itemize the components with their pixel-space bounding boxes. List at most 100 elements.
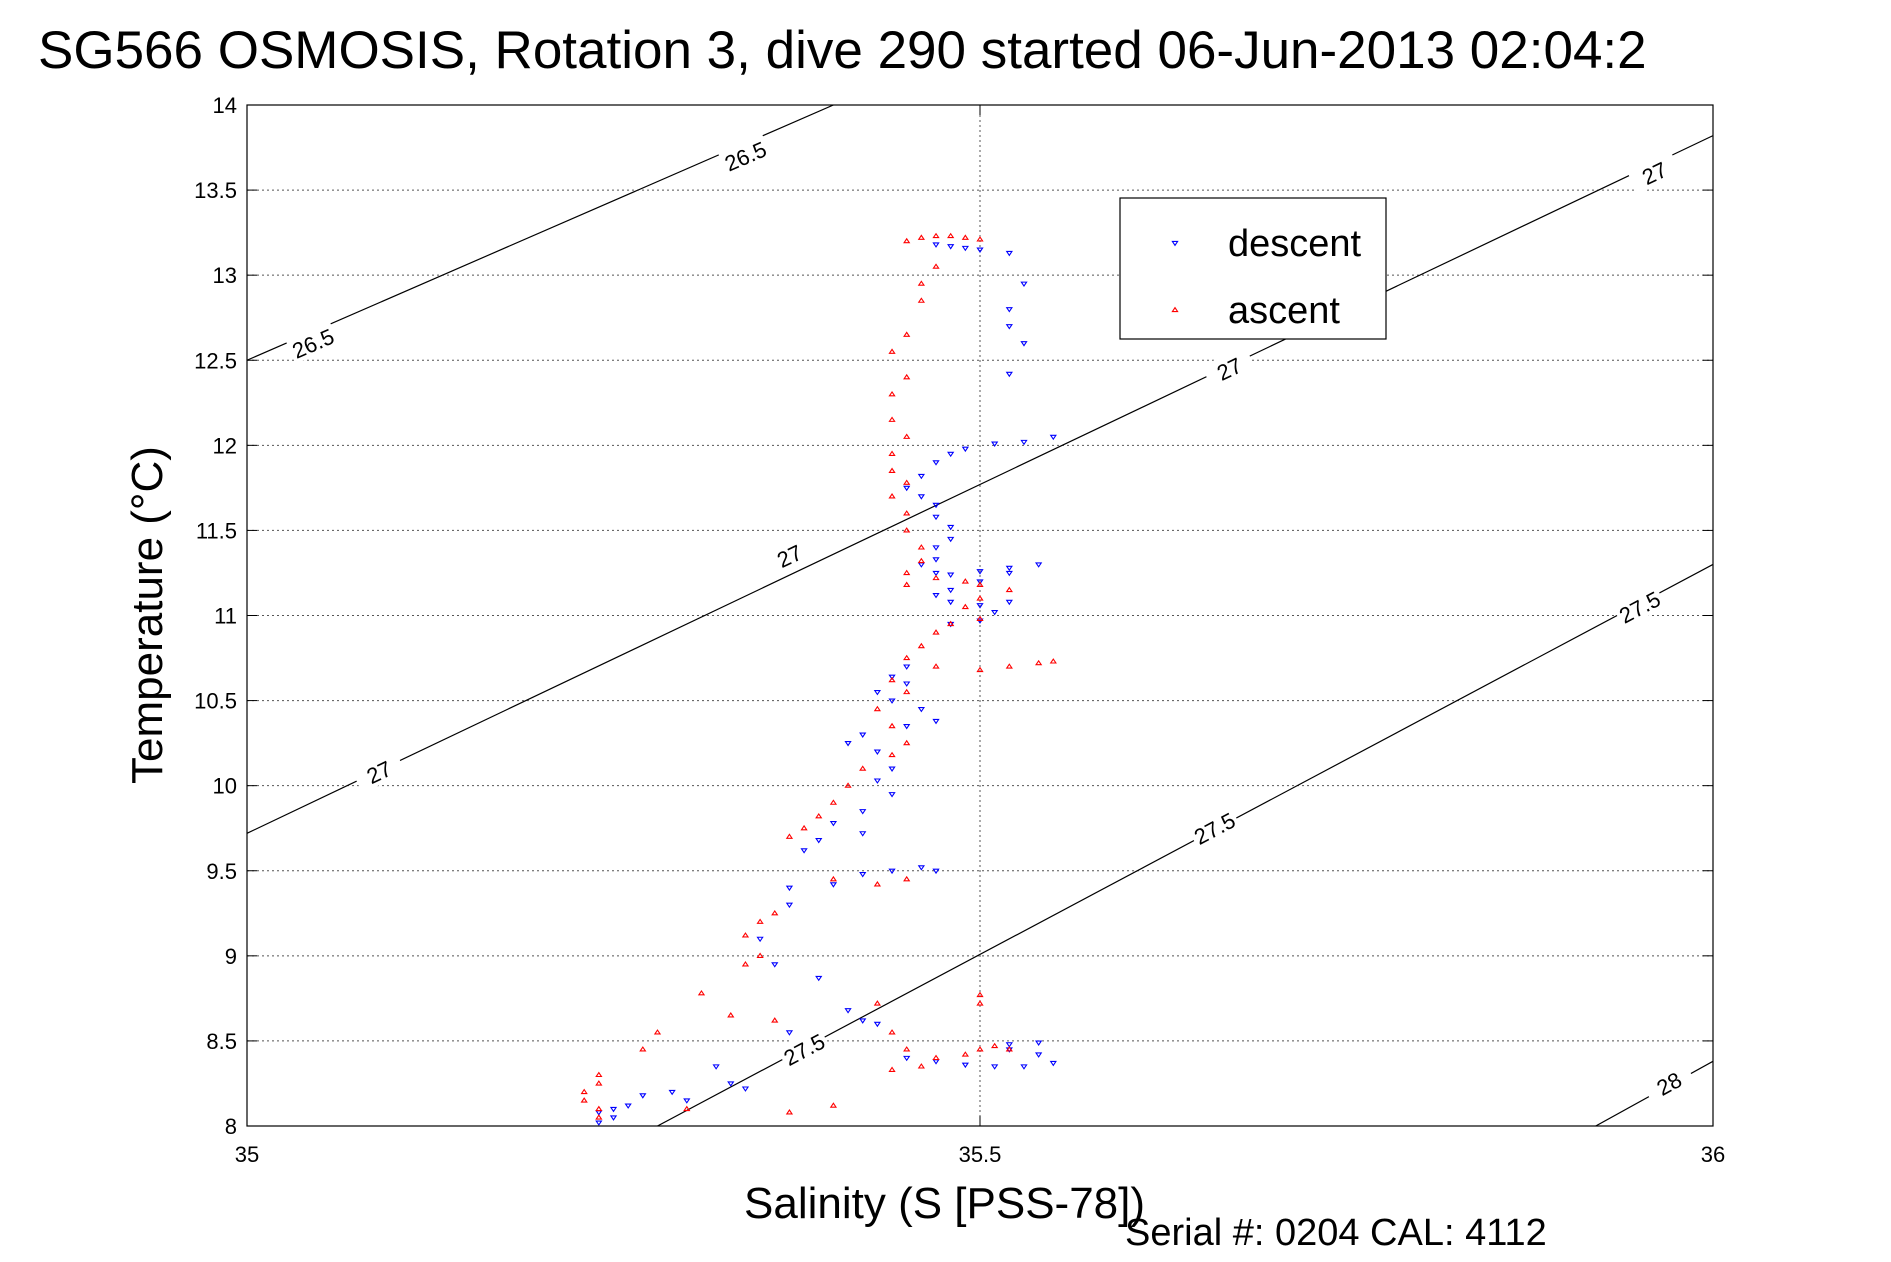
descent-point xyxy=(873,689,882,696)
descent-point xyxy=(932,868,940,875)
descent-point xyxy=(888,868,896,875)
descent-point xyxy=(785,902,794,909)
ascent-point xyxy=(741,932,750,938)
descent-point xyxy=(932,514,940,521)
ascent-point xyxy=(859,765,867,771)
series-layer xyxy=(580,232,1057,1126)
descent-point xyxy=(888,698,896,704)
isopycnal-label-bg xyxy=(1186,804,1242,851)
isopycnal-label-bg xyxy=(1611,583,1667,629)
descent-point xyxy=(1035,1052,1043,1058)
ascent-point xyxy=(888,722,896,729)
descent-point xyxy=(859,872,867,878)
x-tick-label: 36 xyxy=(1701,1142,1725,1167)
descent-point xyxy=(829,882,838,888)
ascent-point xyxy=(991,1042,999,1049)
descent-point xyxy=(859,831,867,837)
isopycnal-label-bg xyxy=(285,320,340,364)
descent-point xyxy=(785,885,794,892)
ascent-point xyxy=(1005,1046,1013,1052)
ascent-point xyxy=(903,1046,911,1052)
descent-point xyxy=(1035,562,1043,568)
ascent-point xyxy=(917,234,925,240)
serial-cal-footer: Serial #: 0204 CAL: 4112 xyxy=(1125,1212,1547,1254)
ascent-point xyxy=(888,493,896,499)
ascent-point xyxy=(932,1054,940,1061)
descent-point xyxy=(976,569,984,575)
descent-point xyxy=(609,1106,618,1113)
isopycnal-label-bg xyxy=(351,749,406,794)
descent-point xyxy=(1049,1060,1057,1067)
ascent-point xyxy=(1035,659,1043,666)
descent-point xyxy=(844,1008,852,1014)
ascent-point xyxy=(917,544,925,550)
descent-point xyxy=(947,536,955,543)
ascent-point xyxy=(595,1071,603,1078)
grid-lines xyxy=(247,105,1713,1126)
descent-point xyxy=(873,778,882,784)
descent-point xyxy=(844,741,852,747)
ascent-point xyxy=(580,1097,588,1103)
descent-point xyxy=(1020,281,1028,288)
ascent-point xyxy=(785,1109,794,1115)
ascent-point xyxy=(888,751,896,758)
descent-point xyxy=(815,975,823,982)
y-tick-label: 10.5 xyxy=(194,689,237,714)
isopycnal-line xyxy=(657,563,1713,1126)
descent-point xyxy=(903,1055,911,1062)
ascent-point xyxy=(976,1046,984,1052)
descent-point xyxy=(961,1062,969,1069)
ascent-point xyxy=(800,824,808,831)
descent-point xyxy=(917,865,925,871)
descent-point xyxy=(815,838,823,844)
ascent-point xyxy=(771,1017,779,1023)
descent-point xyxy=(624,1103,632,1109)
ascent-point xyxy=(595,1114,603,1120)
series-ascent xyxy=(580,232,1057,1120)
y-tick-label: 8.5 xyxy=(206,1029,237,1054)
descent-point xyxy=(947,587,955,594)
chart-title: SG566 OSMOSIS, Rotation 3, dive 290 star… xyxy=(38,21,1647,80)
ascent-point xyxy=(683,1105,691,1112)
descent-point xyxy=(932,502,940,509)
ascent-point xyxy=(961,578,969,584)
x-axis-label: Salinity (S [PSS-78]) xyxy=(744,1179,1145,1228)
descent-point xyxy=(1005,324,1013,330)
legend-marker-ascent xyxy=(1171,306,1179,313)
descent-point xyxy=(991,1064,999,1070)
descent-point xyxy=(932,592,940,599)
ascent-point xyxy=(976,236,984,242)
ascent-point xyxy=(903,433,911,439)
ascent-point xyxy=(903,569,911,576)
descent-point xyxy=(1049,434,1057,441)
legend-label-ascent: ascent xyxy=(1228,290,1340,332)
ascent-point xyxy=(580,1088,588,1095)
y-tick-label: 12 xyxy=(213,433,237,458)
descent-point xyxy=(1020,1064,1028,1070)
descent-point xyxy=(903,723,911,730)
descent-point xyxy=(1005,565,1013,572)
descent-point xyxy=(1005,1042,1013,1048)
descent-point xyxy=(668,1089,676,1096)
descent-point xyxy=(991,609,999,616)
descent-point xyxy=(1020,439,1028,446)
ascent-point xyxy=(756,918,764,924)
descent-point xyxy=(903,681,911,687)
ascent-point xyxy=(961,1051,969,1057)
ascent-point xyxy=(932,663,940,669)
descent-point xyxy=(771,962,779,968)
descent-point xyxy=(947,244,955,250)
descent-point xyxy=(1020,341,1028,347)
ascent-point xyxy=(903,688,911,695)
descent-point xyxy=(888,674,896,681)
descent-point xyxy=(1005,307,1013,313)
ascent-point xyxy=(771,909,779,916)
ascent-point xyxy=(829,799,838,805)
ascent-point xyxy=(932,574,940,581)
descent-point xyxy=(903,485,911,492)
x-tick-label: 35 xyxy=(235,1142,259,1167)
y-tick-label: 14 xyxy=(213,93,237,118)
ascent-point xyxy=(976,615,984,622)
descent-point xyxy=(947,451,955,458)
